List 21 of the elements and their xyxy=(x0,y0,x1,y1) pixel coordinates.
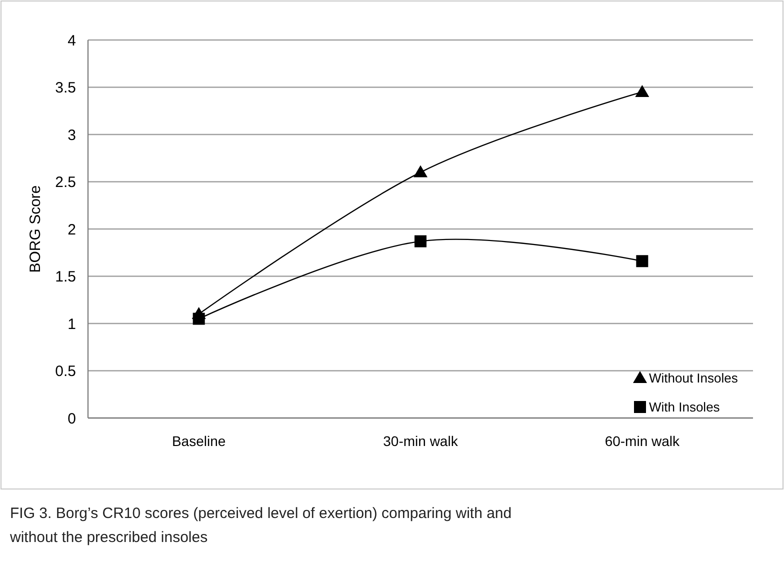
y-tick-label: 2 xyxy=(68,221,76,238)
y-tick-label: 0.5 xyxy=(55,363,76,380)
y-tick-label: 1.5 xyxy=(55,268,76,286)
x-tick-label: Baseline xyxy=(172,433,226,449)
legend-label: Without Insoles xyxy=(649,370,738,386)
y-tick-label: 4 xyxy=(68,32,76,50)
caption: FIG 3. Borg’s CR10 scores (perceived level of exertion) comparing with and without the prescribed insoles xyxy=(9,505,512,546)
point xyxy=(414,165,428,178)
point xyxy=(192,307,206,320)
y-tick-label: 0 xyxy=(68,410,76,428)
y-tick-label: 2.5 xyxy=(55,174,76,191)
y-axis-title: BORG Score xyxy=(27,185,44,273)
x-tick-label: 30-min walk xyxy=(383,433,459,449)
x-tick-label: 60-min walk xyxy=(604,433,681,449)
point xyxy=(414,235,426,248)
y-tick-label: 3.5 xyxy=(55,80,76,96)
legend-label: With Insoles xyxy=(649,400,720,415)
point xyxy=(635,84,650,97)
point xyxy=(636,255,648,268)
y-tick-label: 1 xyxy=(68,316,76,333)
y-tick-label: 3 xyxy=(68,126,76,144)
